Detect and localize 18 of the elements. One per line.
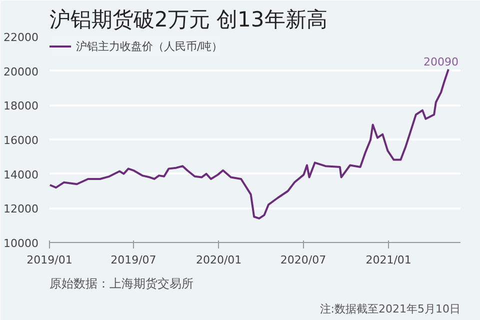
legend-label: 沪铝主力收盘价（人民币/吨） (76, 38, 223, 54)
y-tick-label: 14000 (4, 168, 39, 182)
y-tick-label: 16000 (4, 134, 39, 147)
line-series (50, 68, 450, 220)
text: 注:数据截至2021年5月10日 (320, 302, 461, 316)
x-tick-label: 2019/01 (26, 254, 72, 266)
annotation: 20090 (423, 55, 458, 68)
text: 原始数据：上海期货交易所 (50, 276, 194, 290)
x-tick-label: 2020/07 (280, 254, 326, 266)
y-tick-label: 22000 (4, 31, 39, 44)
x-tick-label: 2021/01 (366, 254, 412, 266)
chart-title: 沪铝期货破2万元 创13年新高 (50, 8, 328, 32)
x-tick-label: 2020/01 (196, 254, 242, 266)
y-tick-label: 12000 (4, 202, 39, 216)
y-tick-label: 18000 (4, 100, 39, 113)
x-tick-label: 2019/07 (110, 254, 156, 266)
y-tick-label: 20000 (4, 65, 39, 78)
y-tick-label: 10000 (4, 237, 39, 250)
